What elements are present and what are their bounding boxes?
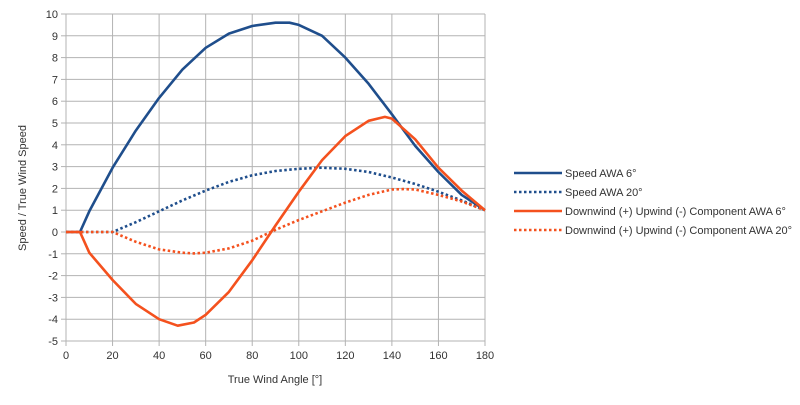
legend: Speed AWA 6° Speed AWA 20° Downwind (+) Up… (514, 168, 792, 237)
legend-label-2: Speed AWA 20° (565, 187, 643, 199)
x-tick-label: 100 (290, 350, 308, 362)
x-tick-label: 20 (106, 350, 118, 362)
y-tick-label: 6 (52, 96, 58, 108)
y-tick-label: 0 (52, 227, 58, 239)
x-tick-label: 140 (383, 350, 401, 362)
x-tick-label: 60 (200, 350, 212, 362)
y-tick-label: -5 (48, 336, 58, 348)
y-tick-label: -3 (48, 292, 58, 304)
grid (65, 13, 486, 342)
series-line-3 (66, 115, 486, 328)
x-tick-label: 120 (336, 350, 354, 362)
x-tick-label: 0 (63, 350, 69, 362)
y-tick-label: 1 (52, 205, 58, 217)
y-tick-label: 4 (52, 140, 58, 152)
series-line-4 (66, 187, 486, 255)
x-tick-label: 80 (246, 350, 258, 362)
y-tick-label: 10 (46, 9, 58, 21)
y-tick-label: -1 (48, 249, 58, 261)
y-tick-label: -2 (48, 271, 58, 283)
series-line-2 (66, 166, 486, 234)
y-tick-label: 8 (52, 53, 58, 65)
axes (61, 13, 486, 346)
y-tick-label: 5 (52, 118, 58, 130)
x-tick-label: 40 (153, 350, 165, 362)
y-tick-label: 9 (52, 31, 58, 43)
y-axis-title: Speed / True Wind Speed (17, 125, 29, 251)
y-tick-label: 7 (52, 74, 58, 86)
legend-label-3: Downwind (+) Upwind (-) Component AWA 6° (565, 206, 786, 218)
y-tick-label: 2 (52, 183, 58, 195)
y-tick-label: -4 (48, 314, 58, 326)
x-axis-title: True Wind Angle [°] (228, 374, 322, 386)
legend-label-4: Downwind (+) Upwind (-) Component AWA 20… (565, 225, 792, 237)
x-tick-label: 160 (429, 350, 447, 362)
legend-label-1: Speed AWA 6° (565, 168, 636, 180)
x-tick-label: 180 (476, 350, 494, 362)
series-line-1 (66, 21, 486, 234)
y-tick-label: 3 (52, 162, 58, 174)
series-lines (66, 21, 486, 328)
